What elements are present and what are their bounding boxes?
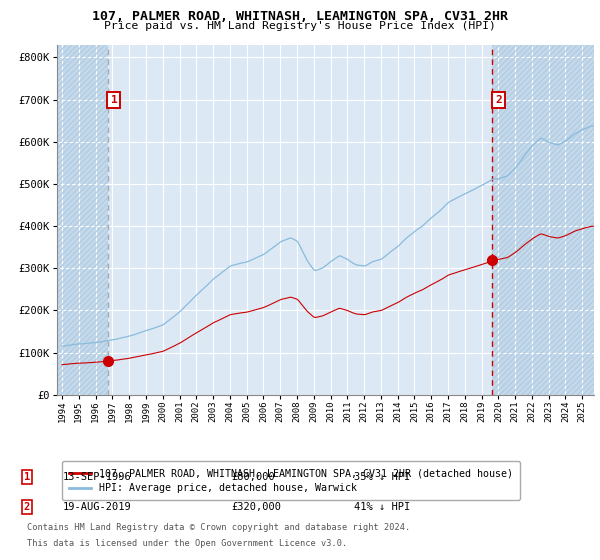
Text: 1: 1 — [110, 95, 117, 105]
Text: This data is licensed under the Open Government Licence v3.0.: This data is licensed under the Open Gov… — [27, 539, 347, 548]
Text: 1: 1 — [24, 472, 30, 482]
Text: 13-SEP-1996: 13-SEP-1996 — [63, 472, 132, 482]
Text: Contains HM Land Registry data © Crown copyright and database right 2024.: Contains HM Land Registry data © Crown c… — [27, 523, 410, 532]
Text: 41% ↓ HPI: 41% ↓ HPI — [354, 502, 410, 512]
Bar — [492, 45, 594, 395]
Bar — [57, 45, 107, 395]
Text: 107, PALMER ROAD, WHITNASH, LEAMINGTON SPA, CV31 2HR: 107, PALMER ROAD, WHITNASH, LEAMINGTON S… — [92, 10, 508, 22]
Text: £320,000: £320,000 — [231, 502, 281, 512]
Bar — [57, 45, 107, 395]
Text: 35% ↓ HPI: 35% ↓ HPI — [354, 472, 410, 482]
Bar — [492, 45, 594, 395]
Text: 2: 2 — [24, 502, 30, 512]
Text: Price paid vs. HM Land Registry's House Price Index (HPI): Price paid vs. HM Land Registry's House … — [104, 21, 496, 31]
Legend: 107, PALMER ROAD, WHITNASH, LEAMINGTON SPA, CV31 2HR (detached house), HPI: Aver: 107, PALMER ROAD, WHITNASH, LEAMINGTON S… — [62, 461, 520, 500]
Text: £80,000: £80,000 — [231, 472, 275, 482]
Text: 19-AUG-2019: 19-AUG-2019 — [63, 502, 132, 512]
Text: 2: 2 — [495, 95, 502, 105]
